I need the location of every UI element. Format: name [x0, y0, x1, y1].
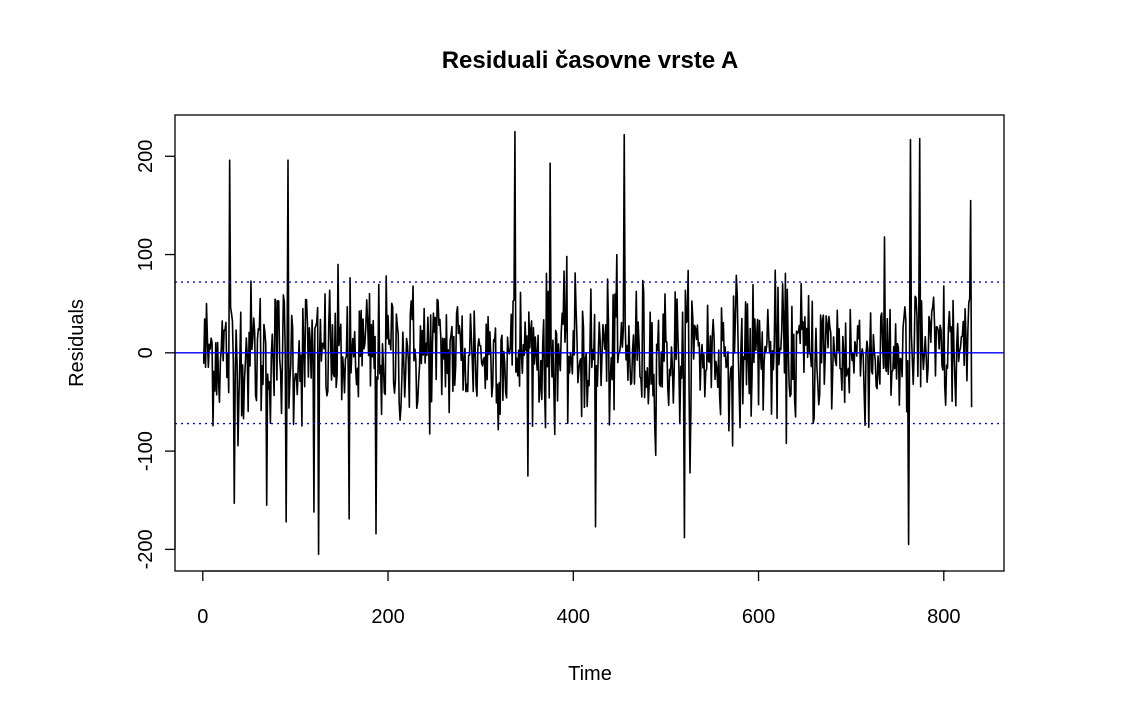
x-tick-label: 200 [371, 606, 404, 628]
reference-lines [175, 281, 1004, 425]
y-ticks: -200 -100 0 100 200 [135, 140, 175, 569]
plot-area [175, 130, 1004, 556]
y-tick-label: -200 [135, 529, 157, 569]
y-axis-label: Residuals [66, 299, 88, 387]
y-axis: -200 -100 0 100 200 [135, 140, 176, 569]
y-tick-label: 200 [135, 140, 157, 173]
y-tick-label: 0 [135, 347, 157, 358]
x-tick-label: 600 [742, 606, 775, 628]
x-tick-label: 0 [197, 606, 208, 628]
x-axis: 0 200 400 600 800 [197, 570, 960, 628]
series-layer [202, 130, 973, 556]
y-tick-label: -100 [135, 431, 157, 471]
x-axis-label: Time [568, 663, 612, 685]
y-tick-label: 100 [135, 238, 157, 271]
series-line [202, 130, 973, 556]
chart-title: Residuali časovne vrste A [442, 47, 739, 74]
x-tick-label: 800 [927, 606, 960, 628]
x-ticks: 0 200 400 600 800 [197, 571, 960, 628]
x-tick-label: 400 [557, 606, 590, 628]
